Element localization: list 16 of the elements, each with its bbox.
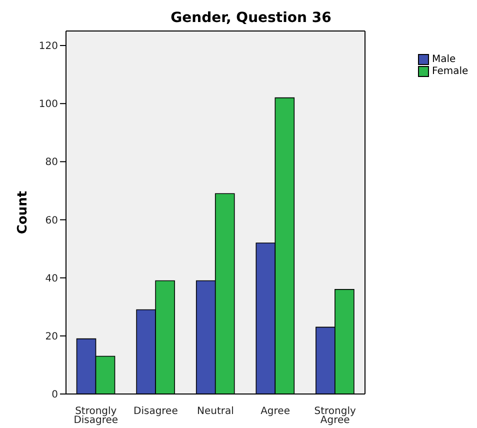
x-tick-label: Disagree — [134, 406, 178, 417]
x-tick-label: Agree — [260, 406, 290, 417]
legend-label: Female — [432, 66, 468, 77]
y-tick-label: 0 — [52, 390, 58, 401]
x-tick-label: Strongly Disagree — [74, 406, 118, 426]
legend-label: Male — [432, 54, 456, 65]
x-tick-label: Neutral — [197, 406, 234, 417]
y-tick-label: 60 — [45, 215, 58, 226]
y-tick-label: 40 — [45, 273, 58, 284]
chart-title: Gender, Question 36 — [170, 10, 332, 26]
y-tick-label: 100 — [38, 99, 58, 110]
y-tick-label: 20 — [45, 331, 58, 342]
y-axis-title: Count — [16, 190, 31, 234]
y-tick-label: 80 — [45, 157, 58, 168]
y-tick-label: 120 — [38, 41, 58, 52]
x-tick-label: Strongly Agree — [314, 406, 356, 426]
